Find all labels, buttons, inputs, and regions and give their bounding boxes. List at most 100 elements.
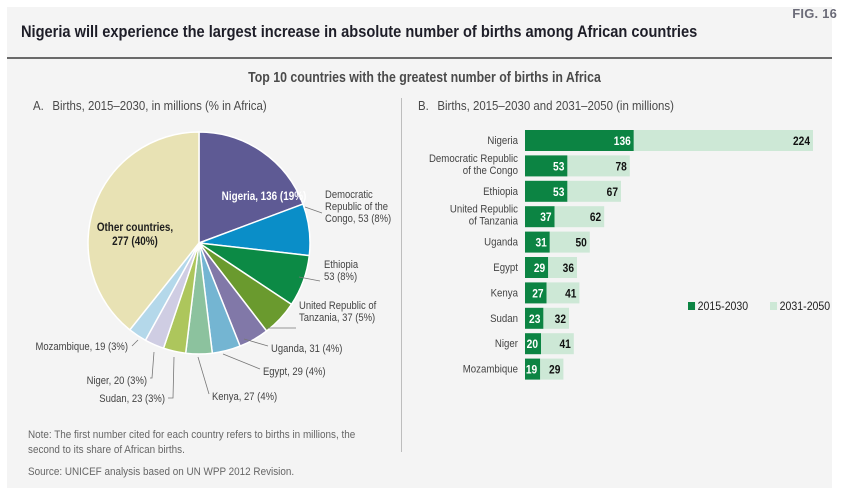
bar-2031-2050-kenya [546, 282, 580, 304]
legend-swatch-2031-2050 [770, 302, 778, 310]
bar-2031-2050-ethiopia [567, 180, 621, 202]
bar-category-label: Nigeria [487, 134, 518, 147]
chart-note: Note: The first number cited for each co… [28, 428, 355, 458]
bar-2015-2030-sudan [525, 307, 544, 329]
figure-subtitle: Top 10 countries with the greatest numbe… [0, 70, 849, 86]
panel-b-letter: B. [418, 98, 429, 113]
bar-value-label: 50 [575, 237, 586, 250]
bar-2015-2030-nigeria [525, 130, 634, 151]
bar-2031-2050-united-republic-of-tanzania [554, 206, 605, 228]
bar-value-label: 78 [615, 161, 626, 174]
legend-label: 2015-2030 [697, 299, 749, 313]
figure-title: Nigeria will experience the largest incr… [21, 22, 698, 41]
bar-value-label: 224 [793, 135, 811, 148]
legend-item-2031-2050: 2031-2050 [770, 299, 831, 313]
pie-label-ethiopia: 53 (8%) [324, 271, 357, 283]
bar-value-label: 62 [590, 212, 601, 225]
figure-subtitle-text: Top 10 countries with the greatest numbe… [248, 70, 601, 86]
pie-label-other-countries: Other countries, [97, 221, 173, 234]
figure-number: FIG. 16 [792, 6, 837, 21]
bar-2031-2050-nigeria [633, 130, 813, 151]
bar-2015-2030-mozambique [525, 358, 541, 380]
pie-slice-other-countries [87, 131, 200, 331]
bar-value-label: 31 [535, 237, 546, 250]
legend-item-2015-2030: 2015-2030 [688, 299, 748, 313]
bar-2031-2050-democratic-republic-of-the-congo [567, 155, 630, 177]
bar-value-label: 41 [565, 288, 576, 301]
bar-value-label: 29 [549, 364, 560, 377]
pie-label-ethiopia: Ethiopia [324, 259, 358, 271]
bar-value-label: 19 [526, 364, 537, 377]
pie-label-united-republic-of-tanzania: United Republic of [299, 300, 376, 312]
bar-category-label: Sudan [490, 312, 518, 325]
leader-line-democratic-republic-of-the-congo [304, 206, 323, 214]
bar-value-label: 29 [534, 262, 545, 275]
note-line-1: Note: The first number cited for each co… [28, 429, 356, 441]
bar-value-label: 32 [555, 313, 566, 326]
bar-value-label: 36 [563, 262, 574, 275]
bar-value-label: 53 [553, 186, 564, 199]
bar-value-label: 136 [614, 135, 631, 148]
bar-value-label: 23 [529, 313, 540, 326]
bar-category-label: Niger [495, 337, 518, 350]
bar-2015-2030-ethiopia [525, 180, 568, 202]
pie-label-united-republic-of-tanzania: Tanzania, 37 (5%) [299, 312, 375, 324]
leader-line-sudan [168, 356, 175, 399]
bar-2031-2050-niger [541, 333, 574, 355]
leader-line-kenya [197, 356, 210, 395]
bar-2015-2030-uganda [525, 231, 550, 253]
pie-slice-nigeria [198, 131, 304, 245]
pie-chart: Nigeria, 136 (19%) Other countries,277 (4… [36, 131, 391, 405]
chart-source: Source: UNICEF analysis based on UN WPP … [28, 466, 295, 478]
bar-value-label: 53 [553, 161, 564, 174]
panel-divider [401, 98, 402, 452]
panel-a-letter: A. [33, 98, 44, 113]
pie-label-kenya: Kenya, 27 (4%) [212, 391, 277, 403]
pie-label-egypt: Egypt, 29 (4%) [263, 366, 326, 378]
pie-label-democratic-republic-of-the-congo: Democratic [325, 189, 373, 201]
panel-b-heading: B. Births, 2015–2030 and 2031–2050 (in mi… [418, 98, 674, 113]
bar-value-label: 41 [559, 339, 570, 352]
bar-category-label: of Tanzania [469, 215, 518, 228]
bar-2015-2030-democratic-republic-of-the-congo [525, 155, 568, 177]
pie-label-sudan: Sudan, 23 (3%) [99, 393, 165, 405]
leader-line-egypt [222, 353, 261, 370]
bar-category-label: of the Congo [463, 164, 518, 177]
leader-line-niger [150, 351, 155, 379]
bar-legend: 2015-2030 2031-2050 [688, 299, 849, 313]
bar-2015-2030-kenya [525, 282, 547, 304]
pie-label-democratic-republic-of-the-congo: Republic of the [325, 201, 388, 213]
bar-category-label: Ethiopia [483, 185, 518, 198]
legend-swatch-2015-2030 [688, 302, 696, 310]
bar-2031-2050-egypt [548, 257, 577, 278]
title-divider [7, 57, 832, 59]
bar-2015-2030-egypt [525, 257, 549, 278]
bar-value-label: 67 [607, 186, 618, 199]
bar-value-label: 37 [540, 212, 551, 225]
bar-2015-2030-niger [525, 333, 541, 355]
pie-label-mozambique: Mozambique, 19 (3%) [36, 341, 128, 353]
pie-label-nigeria: Nigeria, 136 (19%) [222, 190, 307, 203]
panel-b-title: Births, 2015–2030 and 2031–2050 (in mill… [437, 98, 674, 113]
pie-label-democratic-republic-of-the-congo: Congo, 53 (8%) [325, 213, 391, 225]
bar-category-label: Egypt [493, 261, 518, 274]
bar-value-label: 20 [527, 339, 538, 352]
bar-category-label: United Republic [450, 203, 519, 216]
leader-line-ethiopia [298, 276, 321, 282]
note-line-2: second to its share of African births. [28, 444, 185, 456]
bar-2015-2030-united-republic-of-tanzania [525, 206, 555, 228]
panel-a-heading: A. Births, 2015–2030, in millions (% in A… [33, 98, 267, 113]
panel-a-title: Births, 2015–2030, in millions (% in Afr… [52, 98, 267, 113]
bar-value-label: 27 [532, 288, 543, 301]
bar-2031-2050-sudan [543, 307, 569, 329]
bar-category-label: Mozambique [463, 363, 518, 376]
bar-2031-2050-mozambique [540, 358, 564, 380]
leader-line-uganda [243, 338, 269, 347]
bar-2031-2050-uganda [549, 231, 590, 253]
bar-category-label: Kenya [491, 287, 518, 300]
bar-category-label: Democratic Republic [429, 152, 519, 165]
leader-line-mozambique [131, 339, 139, 347]
pie-label-other-countries: 277 (40%) [112, 235, 158, 248]
pie-label-niger: Niger, 20 (3%) [87, 375, 147, 387]
